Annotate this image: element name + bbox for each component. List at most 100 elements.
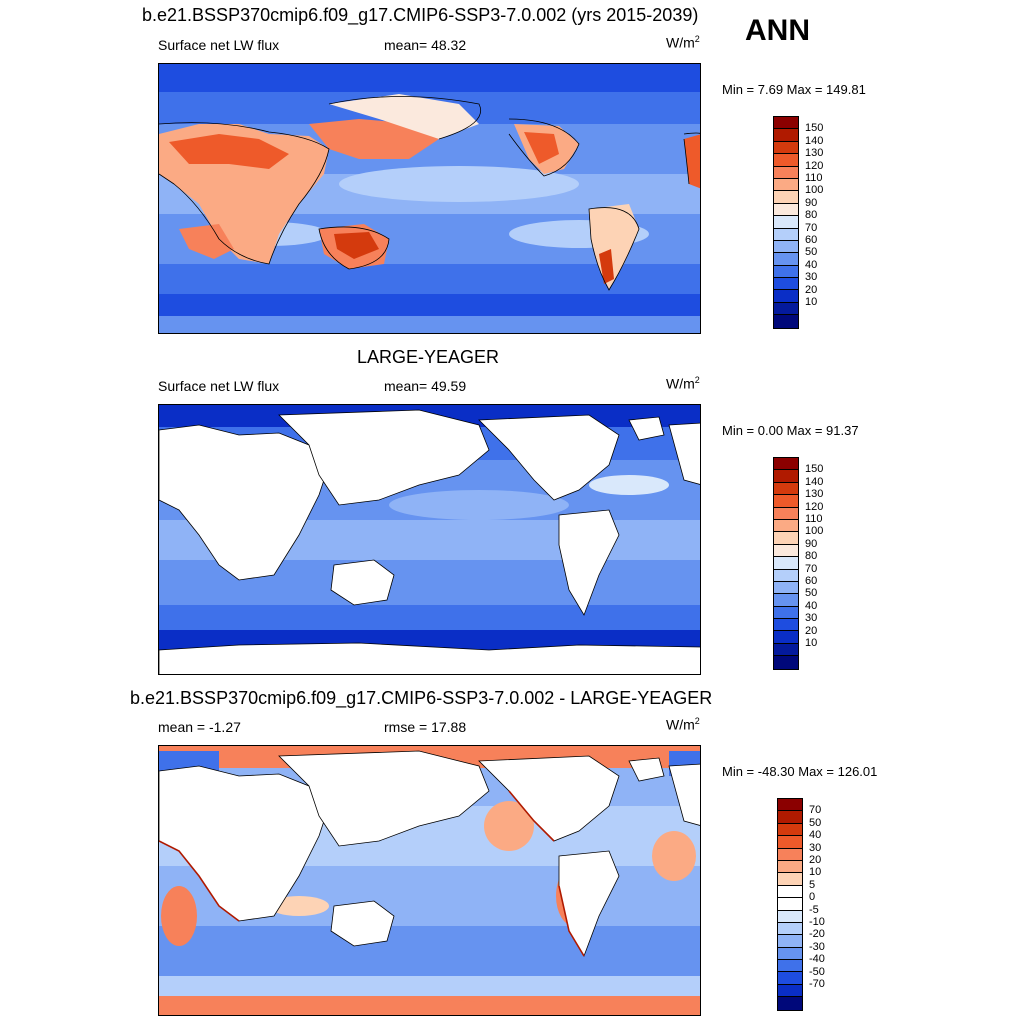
colorbar-swatch <box>774 495 798 508</box>
colorbar-swatch <box>774 253 798 266</box>
panel2-map <box>158 404 701 675</box>
colorbar-swatch <box>778 811 802 824</box>
colorbar-swatch <box>774 619 798 632</box>
colorbar-tick-label: 150 <box>805 122 824 135</box>
colorbar-swatch <box>774 166 798 179</box>
colorbar-tick-label: 40 <box>805 258 818 271</box>
colorbar-tick-label: 10 <box>809 866 822 879</box>
colorbar-tick-label: 10 <box>805 637 818 649</box>
colorbar-tick-label: 60 <box>805 234 818 246</box>
panel1-minmax: Min = 7.69 Max = 149.81 <box>722 82 866 97</box>
colorbar-swatch <box>774 458 798 471</box>
colorbar-swatch <box>778 972 802 985</box>
colorbar-tick-label: -30 <box>809 940 825 953</box>
colorbar-swatch <box>778 984 802 998</box>
colorbar-swatch <box>778 922 802 936</box>
colorbar-tick-label: 130 <box>805 488 824 501</box>
season-label: ANN <box>745 14 810 47</box>
colorbar-swatch <box>774 117 798 130</box>
panel3-mean-label: mean = -1.27 <box>158 719 241 735</box>
colorbar-tick-label: 90 <box>805 196 818 209</box>
panel1-colorbar-swatches <box>773 116 799 329</box>
colorbar-tick-label: 70 <box>805 562 818 575</box>
colorbar-tick-label: 0 <box>809 891 816 904</box>
panel3-minmax: Min = -48.30 Max = 126.01 <box>722 764 878 779</box>
colorbar-tick-label: 70 <box>805 221 818 234</box>
panel3-rmse-label: rmse = 17.88 <box>384 719 467 735</box>
colorbar-swatch <box>778 898 802 911</box>
colorbar-swatch <box>774 216 798 229</box>
colorbar-tick-label: -5 <box>809 903 819 916</box>
colorbar-swatch <box>778 836 802 849</box>
colorbar-tick-label: 120 <box>805 159 824 172</box>
panel3-title: b.e21.BSSP370cmip6.f09_g17.CMIP6-SSP3-7.… <box>130 688 713 708</box>
colorbar-tick-label: 10 <box>805 296 818 308</box>
colorbar-tick-label: -10 <box>809 916 825 928</box>
colorbar-tick-label: 50 <box>809 816 822 829</box>
colorbar-swatch <box>774 141 798 155</box>
panel2-title: LARGE-YEAGER <box>357 347 500 367</box>
colorbar-tick-label: 30 <box>805 612 818 625</box>
colorbar-swatch <box>774 519 798 533</box>
colorbar-swatch <box>778 910 802 923</box>
colorbar-tick-label: 60 <box>805 575 818 587</box>
colorbar-tick-label: 30 <box>805 271 818 284</box>
colorbar-tick-label: -20 <box>809 928 825 941</box>
colorbar-tick-label: 40 <box>809 829 822 842</box>
panel1-title: b.e21.BSSP370cmip6.f09_g17.CMIP6-SSP3-7.… <box>142 5 699 25</box>
colorbar-swatch <box>778 935 802 948</box>
colorbar-swatch <box>778 860 802 874</box>
colorbar-swatch <box>774 265 798 279</box>
panel2-map-svg <box>159 405 700 674</box>
colorbar-tick-label: 70 <box>809 804 822 817</box>
colorbar-tick-label: 20 <box>805 624 818 637</box>
panel2-colorbar-swatches <box>773 457 799 670</box>
panel3-map <box>158 745 701 1016</box>
panel3-units: W/m2 <box>666 716 700 733</box>
colorbar-swatch <box>774 643 798 657</box>
colorbar-tick-label: 110 <box>805 172 823 184</box>
colorbar-tick-label: 30 <box>809 841 822 854</box>
colorbar-swatch <box>778 823 802 837</box>
colorbar-swatch <box>774 557 798 570</box>
colorbar-swatch <box>774 606 798 620</box>
colorbar-tick-label: 110 <box>805 513 823 525</box>
colorbar-swatch <box>778 997 802 1010</box>
colorbar-swatch <box>774 302 798 316</box>
colorbar-tick-label: 5 <box>809 878 816 891</box>
colorbar-swatch <box>774 482 798 496</box>
colorbar-swatch <box>774 240 798 254</box>
colorbar-tick-label: 50 <box>805 246 818 259</box>
panel1-mean-label: mean= 48.32 <box>384 37 467 53</box>
colorbar-swatch <box>774 278 798 291</box>
colorbar-tick-label: 120 <box>805 500 824 513</box>
panel3-map-svg <box>159 746 700 1015</box>
colorbar-swatch <box>774 228 798 241</box>
colorbar-swatch <box>774 656 798 669</box>
colorbar-swatch <box>774 631 798 644</box>
colorbar-tick-label: 20 <box>805 283 818 296</box>
colorbar-swatch <box>774 569 798 582</box>
panel2-mean-label: mean= 49.59 <box>384 378 467 394</box>
colorbar-tick-label: 130 <box>805 147 824 160</box>
colorbar-tick-label: 80 <box>805 550 818 563</box>
panel2-minmax: Min = 0.00 Max = 91.37 <box>722 423 859 438</box>
colorbar-tick-label: -70 <box>809 978 825 990</box>
colorbar-swatch <box>774 154 798 167</box>
colorbar-swatch <box>778 848 802 861</box>
panel3-colorbar-swatches <box>777 798 803 1011</box>
colorbar-swatch <box>774 129 798 142</box>
colorbar-swatch <box>774 507 798 520</box>
colorbar-tick-label: 100 <box>805 525 824 538</box>
colorbar-swatch <box>774 191 798 204</box>
panel2-variable-label: Surface net LW flux <box>158 378 280 394</box>
panel1-map <box>158 63 701 334</box>
colorbar-swatch <box>778 799 802 812</box>
colorbar-tick-label: 40 <box>805 599 818 612</box>
colorbar-swatch <box>774 544 798 558</box>
panel1-map-svg <box>159 64 700 333</box>
colorbar-tick-label: 140 <box>805 475 824 488</box>
colorbar-tick-label: 20 <box>809 854 822 866</box>
colorbar-tick-label: 90 <box>805 537 818 550</box>
colorbar-swatch <box>778 947 802 961</box>
